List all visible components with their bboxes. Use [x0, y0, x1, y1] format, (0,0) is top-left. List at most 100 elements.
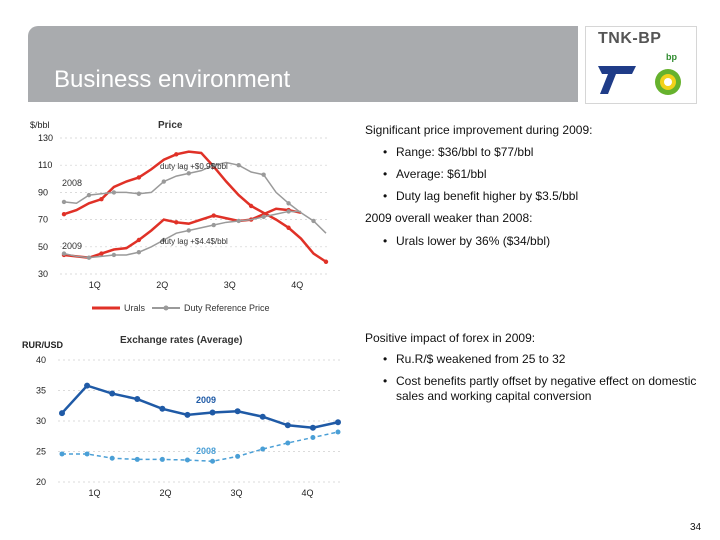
price-series-point-3	[61, 251, 67, 256]
price-series-point-2	[261, 172, 266, 177]
fx-series-label-2008: 2008	[196, 446, 216, 456]
fx-ytick-label: 30	[36, 416, 46, 426]
year-label-2009: 2009	[62, 241, 82, 251]
fx-series-line-1	[62, 431, 339, 463]
price-series-point-2	[111, 190, 117, 195]
price-series-point-3	[86, 255, 92, 260]
price-series-point-1	[99, 251, 104, 256]
year-label-2008: 2008	[62, 178, 82, 188]
price-series-point-2	[236, 163, 241, 168]
page-number: 34	[690, 522, 702, 533]
page-title: Business environment	[54, 66, 291, 93]
price-series-point-1	[211, 213, 216, 218]
price-xtick-label: 3Q	[224, 280, 236, 290]
fx-series-point-1	[109, 455, 115, 461]
fx-series-point-0	[259, 413, 266, 420]
duty-lag-annotation-2009: duty lag +$4.4$/bbl	[160, 237, 228, 246]
bp-helios-core-icon	[664, 78, 672, 86]
price-series-point-3	[111, 252, 117, 258]
price-series-point-3	[286, 209, 291, 214]
price-series-point-0	[323, 259, 329, 264]
price-series-point-2	[286, 201, 291, 206]
price-series-point-0	[99, 197, 104, 202]
price-chart: $/bbl Price 130 110 90 70 50 30 1Q 2Q 3Q 4Q 2008…	[30, 120, 330, 313]
fx-series-point-1	[285, 440, 291, 446]
duty-lag-annotation-2008: duty lag +$0.9$/bbl	[160, 162, 228, 171]
price-series-point-3	[236, 218, 241, 224]
fx-series-point-0	[184, 411, 191, 418]
fx-series-point-1	[84, 451, 90, 457]
price-bullet-4: • Urals lower by 36% ($34/bbl)	[383, 234, 551, 248]
price-ytick-label: 50	[38, 242, 48, 252]
price-heading: Significant price improvement during 200…	[365, 123, 593, 137]
price-ytick-label: 30	[38, 269, 48, 279]
price-ytick-label: 90	[38, 187, 48, 197]
price-series-point-0	[248, 203, 254, 209]
price-heading-2: 2009 overall weaker than 2008:	[365, 211, 533, 225]
forex-bullet-2: • Cost benefits partly offset by negative…	[383, 374, 697, 403]
legend-urals-label: Urals	[124, 303, 146, 313]
fx-xtick-label: 1Q	[89, 488, 101, 498]
fx-series-point-0	[209, 409, 216, 416]
price-series-line-3	[63, 210, 302, 259]
price-series-point-2	[311, 218, 316, 224]
logo-bp-text: bp	[666, 52, 677, 62]
fx-series-point-1	[310, 434, 316, 440]
fx-series-point-0	[309, 424, 316, 431]
price-title: Price	[158, 120, 183, 131]
price-xtick-label: 2Q	[156, 280, 168, 290]
fx-series-point-0	[59, 410, 65, 417]
price-ytick-label: 110	[38, 160, 52, 170]
fx-series-point-1	[59, 451, 65, 457]
price-series-point-2	[86, 192, 92, 198]
price-ytick-label: 130	[38, 133, 53, 143]
price-ytick-label: 70	[38, 215, 48, 225]
fx-series-point-1	[260, 446, 266, 452]
fx-title: Exchange rates (Average)	[120, 335, 242, 346]
price-series-point-2	[211, 163, 216, 168]
logo-graphic	[598, 66, 681, 95]
price-series-point-1	[136, 237, 142, 243]
fx-series-point-0	[84, 382, 91, 389]
price-series-point-0	[61, 211, 67, 217]
forex-heading: Positive impact of forex in 2009:	[365, 331, 536, 345]
header-band	[28, 26, 578, 102]
fx-series-point-0	[234, 408, 241, 415]
price-series-point-2	[186, 171, 191, 176]
fx-series-point-1	[159, 456, 165, 462]
price-series-point-2	[136, 191, 142, 196]
price-series-point-2	[61, 199, 67, 205]
price-xtick-label: 4Q	[291, 280, 303, 290]
fx-ylabel: RUR/USD	[22, 340, 64, 350]
price-series-point-2	[161, 179, 167, 184]
fx-ytick-label: 35	[36, 386, 46, 396]
fx-series-point-1	[134, 456, 140, 462]
price-series-point-3	[261, 214, 266, 220]
price-series-point-0	[174, 152, 179, 157]
price-xtick-label: 1Q	[89, 280, 101, 290]
fx-series-point-0	[109, 390, 116, 397]
fx-xtick-label: 2Q	[160, 488, 172, 498]
fx-ytick-label: 25	[36, 447, 46, 457]
logo-text: TNK-BP	[598, 30, 662, 47]
price-series-point-0	[136, 175, 142, 180]
fx-series-label-2009: 2009	[196, 395, 216, 405]
price-bullet-1: • Range: $36/bbl to $77/bbl	[383, 145, 534, 159]
price-bullet-2: • Average: $61/bbl	[383, 167, 487, 181]
fx-series-point-0	[335, 419, 341, 426]
fx-series-point-1	[235, 453, 241, 459]
price-series-line-2	[63, 161, 327, 234]
legend-duty-label: Duty Reference Price	[184, 303, 270, 313]
price-ylabel: $/bbl	[30, 120, 50, 130]
forex-bullet-1: • Ru.R/$ weakened from 25 to 32	[383, 352, 566, 366]
fx-ytick-label: 20	[36, 477, 46, 487]
fx-series-point-1	[335, 429, 341, 435]
fx-ytick-label: 40	[36, 355, 46, 365]
legend-duty-marker	[163, 305, 169, 311]
fx-series-point-0	[284, 422, 291, 429]
fx-xtick-label: 3Q	[231, 488, 243, 498]
price-series-point-3	[136, 250, 142, 255]
price-series-point-1	[174, 220, 179, 225]
fx-series-point-1	[210, 458, 216, 464]
price-series-point-3	[211, 222, 216, 228]
